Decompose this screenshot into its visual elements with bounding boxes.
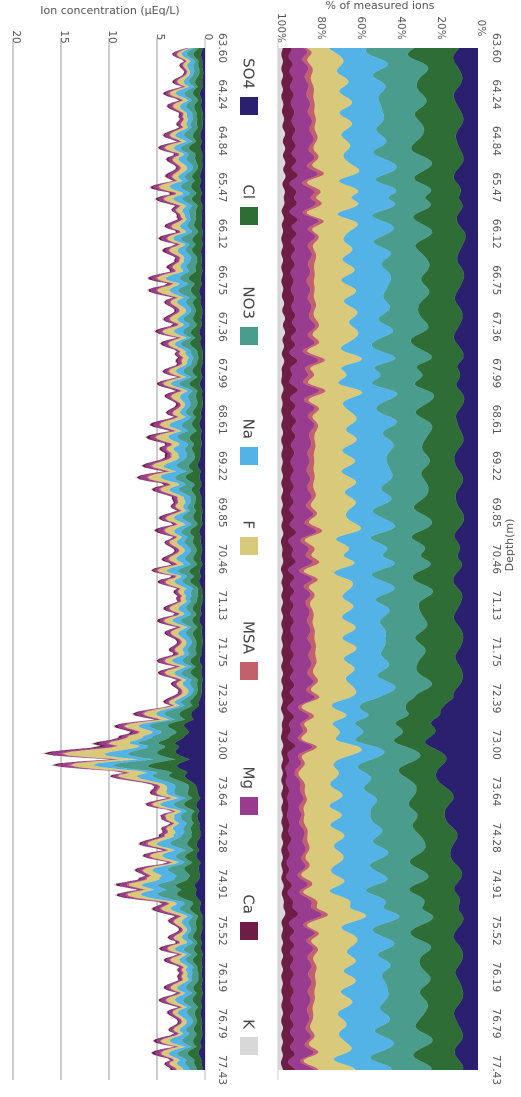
depth-tick-left-76.19: 76.19 bbox=[216, 962, 228, 992]
depth-tick-right-66.75: 66.75 bbox=[490, 265, 502, 295]
pct-tick-0: 0% bbox=[475, 20, 487, 37]
depth-tick-right-77.43: 77.43 bbox=[490, 1055, 502, 1085]
depth-tick-right-71.13: 71.13 bbox=[490, 590, 502, 620]
depth-tick-left-77.43: 77.43 bbox=[216, 1055, 228, 1085]
conc-area-so4 bbox=[174, 48, 205, 1070]
depth-tick-left-67.36: 67.36 bbox=[216, 312, 228, 342]
x-axis-title: Depth(m) bbox=[503, 519, 516, 572]
pct-tick-80: 80% bbox=[315, 16, 327, 39]
legend-label-so4: SO4 bbox=[240, 58, 258, 89]
depth-tick-left-74.28: 74.28 bbox=[216, 823, 228, 853]
depth-tick-right-72.39: 72.39 bbox=[490, 683, 502, 713]
depth-tick-right-63.60: 63.60 bbox=[490, 33, 502, 63]
legend-label-cl: Cl bbox=[240, 184, 258, 199]
depth-tick-left-64.84: 64.84 bbox=[216, 126, 228, 156]
depth-tick-labels: 63.60 63.60 64.24 64.24 64.84 64.84 65.47 65.47… bbox=[216, 33, 502, 1085]
legend-swatch-mg bbox=[240, 797, 258, 815]
depth-tick-right-67.99: 67.99 bbox=[490, 358, 502, 388]
legend-label-k: K bbox=[240, 1019, 258, 1030]
pct-area-so4 bbox=[424, 48, 478, 1070]
depth-tick-left-71.75: 71.75 bbox=[216, 637, 228, 667]
depth-tick-right-64.24: 64.24 bbox=[490, 79, 502, 109]
depth-tick-left-66.75: 66.75 bbox=[216, 265, 228, 295]
pct-area-msa bbox=[294, 48, 329, 1070]
depth-tick-right-73.64: 73.64 bbox=[490, 776, 502, 806]
depth-tick-left-68.61: 68.61 bbox=[216, 405, 228, 435]
conc-tick-20: 20 bbox=[10, 30, 22, 43]
conc-tick-15: 15 bbox=[58, 30, 70, 43]
depth-tick-left-69.85: 69.85 bbox=[216, 498, 228, 528]
depth-tick-right-75.52: 75.52 bbox=[490, 916, 502, 946]
legend-swatch-so4 bbox=[240, 97, 258, 115]
conc-tick-5: 5 bbox=[154, 34, 166, 41]
depth-tick-right-71.75: 71.75 bbox=[490, 637, 502, 667]
pct-area-k bbox=[278, 48, 286, 1070]
legend-swatch-f bbox=[240, 537, 258, 555]
pct-area-ca bbox=[280, 48, 299, 1070]
pct-area-no3 bbox=[354, 48, 434, 1070]
pct-tick-40: 40% bbox=[395, 16, 407, 39]
legend-label-na: Na bbox=[240, 419, 258, 439]
depth-tick-right-65.47: 65.47 bbox=[490, 172, 502, 202]
depth-tick-left-73.00: 73.00 bbox=[216, 730, 228, 760]
legend-label-no3: NO3 bbox=[240, 286, 258, 319]
conc-area-f bbox=[62, 48, 192, 1070]
depth-tick-left-67.99: 67.99 bbox=[216, 358, 228, 388]
legend-label-msa: MSA bbox=[240, 621, 258, 655]
legend-swatch-k bbox=[240, 1037, 258, 1055]
pct-area-mg bbox=[285, 48, 322, 1070]
pct-area-cl bbox=[393, 48, 466, 1070]
depth-tick-left-63.60: 63.60 bbox=[216, 33, 228, 63]
depth-tick-right-70.46: 70.46 bbox=[490, 544, 502, 574]
depth-tick-left-73.64: 73.64 bbox=[216, 776, 228, 806]
depth-tick-right-76.19: 76.19 bbox=[490, 962, 502, 992]
depth-tick-right-69.22: 69.22 bbox=[490, 451, 502, 481]
depth-tick-left-75.52: 75.52 bbox=[216, 916, 228, 946]
pct-tick-100: 100% bbox=[275, 13, 287, 43]
legend-swatch-msa bbox=[240, 662, 258, 680]
depth-tick-right-67.36: 67.36 bbox=[490, 312, 502, 342]
legend: SO4 Cl NO3 Na F MSA Mg Ca K bbox=[240, 58, 258, 1055]
concentration-chart-areas bbox=[41, 48, 205, 1070]
depth-tick-right-74.28: 74.28 bbox=[490, 823, 502, 853]
pct-area-f bbox=[298, 48, 367, 1070]
depth-tick-left-69.22: 69.22 bbox=[216, 451, 228, 481]
depth-tick-right-69.85: 69.85 bbox=[490, 498, 502, 528]
legend-swatch-cl bbox=[240, 207, 258, 225]
depth-tick-left-76.79: 76.79 bbox=[216, 1009, 228, 1039]
legend-swatch-no3 bbox=[240, 327, 258, 345]
depth-tick-left-71.13: 71.13 bbox=[216, 590, 228, 620]
legend-label-f: F bbox=[240, 520, 258, 529]
percent-chart-areas bbox=[277, 38, 478, 1080]
right-y-axis-title: % of measured ions bbox=[326, 0, 435, 12]
depth-tick-right-64.84: 64.84 bbox=[490, 126, 502, 156]
left-y-axis-title: Ion concentration (µEq/L) bbox=[40, 4, 179, 17]
legend-label-ca: Ca bbox=[240, 894, 258, 914]
legend-label-mg: Mg bbox=[240, 767, 258, 789]
depth-tick-left-72.39: 72.39 bbox=[216, 683, 228, 713]
depth-tick-left-64.24: 64.24 bbox=[216, 79, 228, 109]
depth-tick-right-68.61: 68.61 bbox=[490, 405, 502, 435]
conc-tick-10: 10 bbox=[106, 30, 118, 43]
conc-tick-0: 0 bbox=[202, 34, 214, 41]
depth-tick-left-70.46: 70.46 bbox=[216, 544, 228, 574]
pct-tick-60: 60% bbox=[355, 16, 367, 39]
depth-tick-left-65.47: 65.47 bbox=[216, 172, 228, 202]
legend-swatch-na bbox=[240, 447, 258, 465]
conc-area-cl bbox=[147, 48, 204, 1070]
pct-tick-20: 20% bbox=[435, 16, 447, 39]
depth-tick-right-66.12: 66.12 bbox=[490, 219, 502, 249]
legend-swatch-ca bbox=[240, 922, 258, 940]
depth-tick-right-73.00: 73.00 bbox=[490, 730, 502, 760]
depth-tick-right-74.91: 74.91 bbox=[490, 869, 502, 899]
depth-tick-left-66.12: 66.12 bbox=[216, 219, 228, 249]
depth-tick-left-74.91: 74.91 bbox=[216, 869, 228, 899]
pct-area-na bbox=[328, 48, 400, 1070]
top-axis-ticks: 0 5 10 15 20 0% 20% 40% 60% 80% 100% bbox=[10, 13, 487, 44]
depth-tick-right-76.79: 76.79 bbox=[490, 1009, 502, 1039]
